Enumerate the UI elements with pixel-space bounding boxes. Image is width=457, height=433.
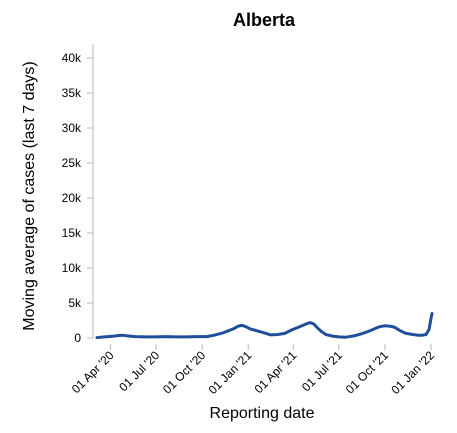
chart-title: Alberta — [233, 10, 296, 30]
y-tick-label: 25k — [62, 156, 82, 170]
x-axis-label: Reporting date — [210, 405, 315, 422]
y-tick-label: 40k — [62, 51, 82, 65]
x-tick-label: 01 Oct '21 — [343, 348, 392, 397]
x-tick-label: 01 Jul '20 — [116, 348, 162, 394]
x-tick-label: 01 Apr '21 — [252, 348, 300, 396]
y-axis-label: Moving average of cases (last 7 days) — [21, 61, 38, 330]
x-tick-label: 01 Apr '20 — [69, 348, 117, 396]
x-tick-label: 01 Jul '21 — [299, 348, 345, 394]
y-tick-label: 10k — [62, 261, 82, 275]
y-tick-label: 30k — [62, 121, 82, 135]
x-tick-label: 01 Oct '20 — [160, 348, 209, 397]
y-tick-label: 5k — [68, 296, 82, 310]
y-tick-label: 35k — [62, 86, 82, 100]
x-tick-label: 01 Jan '21 — [206, 348, 255, 397]
y-tick-label: 15k — [62, 226, 82, 240]
y-tick-label: 0 — [74, 331, 81, 345]
y-axis: 0 5k 10k 15k 20k 25k 30k 35k 40k — [62, 44, 94, 345]
plot-area — [95, 312, 434, 340]
series-line — [95, 312, 434, 340]
y-tick-label: 20k — [62, 191, 82, 205]
x-tick-label: 01 Jan '22 — [388, 348, 437, 397]
